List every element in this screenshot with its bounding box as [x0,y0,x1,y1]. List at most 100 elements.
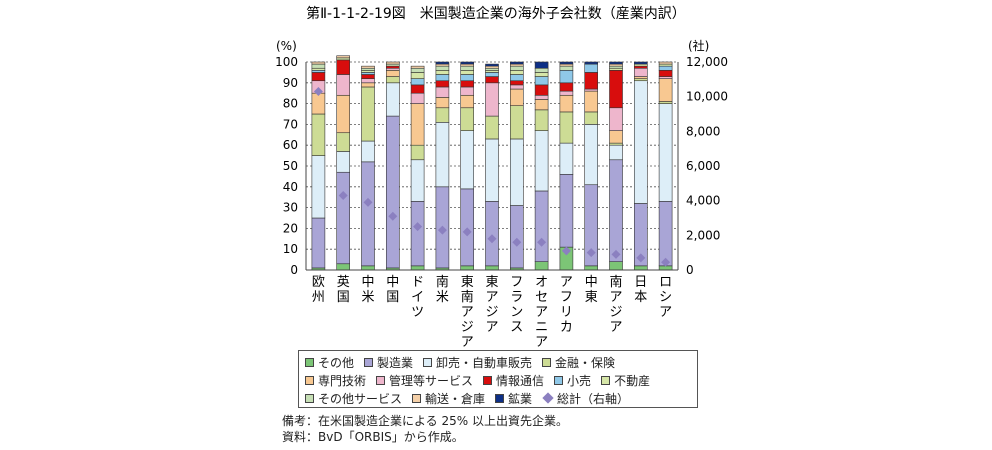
total-marker [388,211,398,221]
legend-label: その他 [318,355,355,370]
bar-segment [435,97,450,109]
total-marker [636,253,646,263]
bar-segment [485,67,499,71]
left-axis-ticks: 0 10 20 30 40 50 60 70 80 90 100 [275,55,298,277]
bar-segment [633,78,648,82]
left-tick-label: 80 [283,97,298,111]
bar-segment [385,115,400,269]
bar-segment [509,74,524,82]
bar-segment [534,109,549,131]
bar-segment [609,65,623,69]
bar-segment [336,74,351,96]
bar-segment [534,130,549,192]
bar-segment [336,55,351,59]
left-tick-label: 50 [283,159,298,173]
bar-segment [584,90,599,113]
bar-segment [509,84,524,90]
bar-segment [584,61,599,65]
bar-segment [633,63,648,67]
legend-swatch [601,375,611,385]
legend-label: 輸送・倉庫 [425,391,486,406]
bar-segment [658,201,673,267]
legend-label: 総計（右軸） [557,391,630,406]
bar-segment [361,70,375,73]
category-label: ドイツ [411,275,424,320]
bar-segment [609,67,623,71]
bar-segment [534,72,549,77]
bar-segment [336,132,351,152]
total-marker [661,257,671,267]
legend-swatch [542,357,552,367]
bar-segment [559,65,574,71]
bar-segment [460,70,475,75]
bar-segment [559,61,574,65]
bar-segment [311,63,326,69]
bar-segment [361,86,375,142]
legend-swatch [364,357,374,367]
legend-label: その他サービス [318,391,403,406]
category-label: アフリカ [560,275,573,335]
legend-row: その他 製造業 卸売・自動車販売 金融・保険 [305,353,691,371]
bar-segment [435,107,450,123]
bar-segment [485,115,499,140]
remark-note: 備考：在米国製造企業による 25% 以上出資先企業。 [282,414,568,428]
legend-swatch [305,393,314,403]
bar-segment [361,67,375,71]
bar-segment [559,63,574,67]
bar-segment [361,65,375,69]
bar-segment [410,159,425,202]
chart-title: 第Ⅱ-1-1-2-19図 米国製造企業の海外子会社数（産業内訳） [306,5,686,22]
bar-segment [633,265,648,271]
legend-item: 金融・保険 [542,354,615,371]
legend-item: 鉱業 [495,390,532,407]
bar-segment [336,57,351,61]
bar-segment [609,159,623,262]
legend-swatch [554,375,564,385]
bar-segment [361,78,375,84]
total-marker [462,227,472,237]
bar-segment [633,76,648,79]
bar-segment [361,74,375,79]
left-tick-label: 40 [283,180,298,194]
bar-segment [485,138,499,202]
bar-segment [410,72,425,79]
bar-segment [534,94,549,100]
bar-segment [485,82,499,117]
bar-segment [385,76,400,84]
bar-segment [658,70,673,77]
total-marker [512,237,522,247]
bar-segment [485,201,499,267]
bar-segment [460,80,475,88]
bar-segment [609,261,623,271]
bar-segment [658,63,673,67]
legend-swatch [305,357,314,367]
total-marker [437,225,447,235]
category-labels: 欧州英国中米中国ドイツ南米東南アジア東アジアフランスオセアニアアフリカ中東南アジ… [312,274,672,350]
left-tick-label: 20 [283,221,298,235]
legend-item: 管理等サービス [376,372,473,389]
bar-segment [658,103,673,202]
legend-item: 不動産 [601,372,650,389]
bar-segment [485,265,499,271]
bar-segment [534,261,549,271]
bar-segment [460,130,475,190]
category-label: 南米 [436,274,449,305]
right-tick-label: 0 [686,263,694,277]
category-label: 日本 [634,275,647,305]
bar-segment [361,265,375,271]
right-tick-label: 8,000 [686,124,720,138]
legend-swatch [376,375,386,385]
total-marker [487,234,497,244]
bar-segment [336,151,351,173]
bar-segment [311,67,326,71]
bar-segment [435,80,450,88]
category-label: 英国 [337,275,350,305]
bar-segment [609,107,623,131]
left-tick-label: 90 [283,76,298,90]
bar-segment [336,59,351,75]
bar-segment [658,65,673,71]
bar-segment [658,78,673,102]
bar-segment [410,78,425,86]
bar-segment [584,63,599,73]
legend-row: その他サービス 輸送・倉庫 鉱業 総計（右軸） [305,389,691,407]
